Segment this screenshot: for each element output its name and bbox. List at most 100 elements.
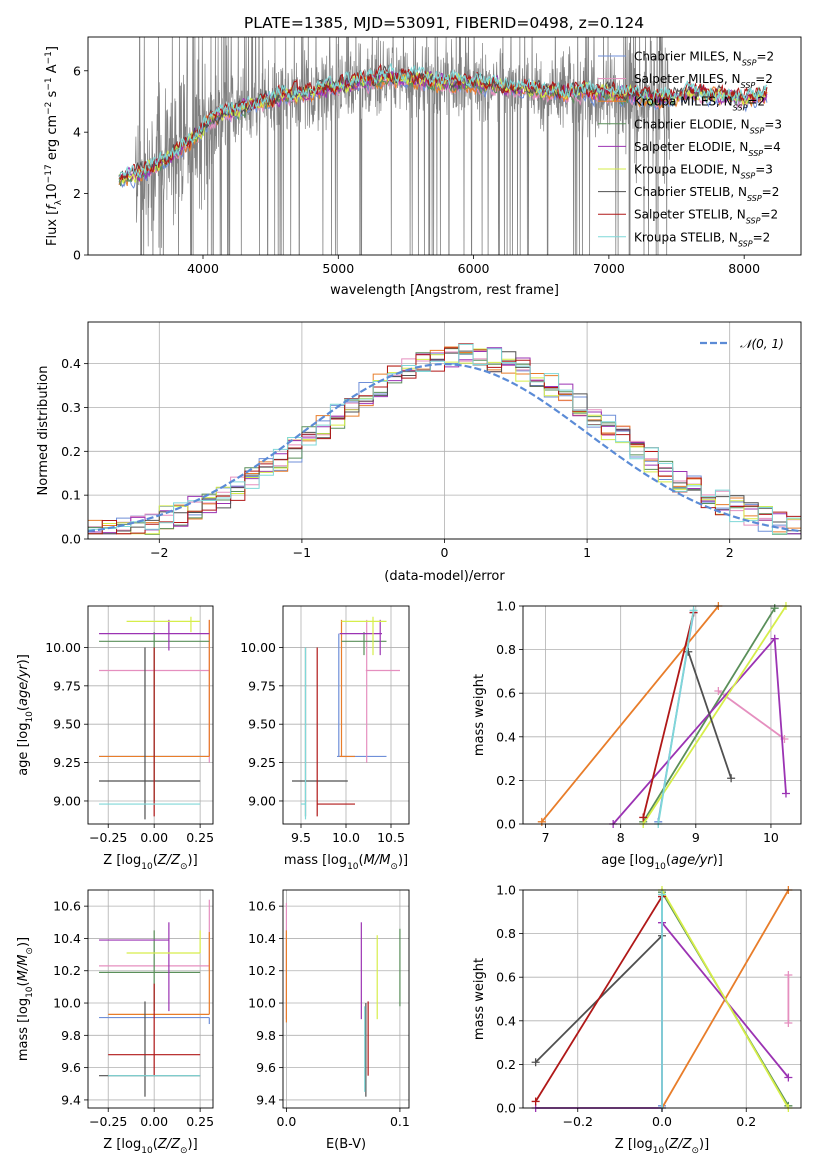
mass-vs-EBV-panel: 0.0 0.1 9.4 9.6 9.8 10.0 10.2 10.4 10.6 E(B-V) xyxy=(248,889,410,1152)
weight-line xyxy=(717,690,786,740)
legend-label: Kroupa MILES, NSSP=2 xyxy=(634,95,765,113)
age-vs-Z-plot-area xyxy=(99,616,210,820)
age-vs-mass-plot-area xyxy=(292,616,400,820)
y-tick-label: 10.0 xyxy=(248,996,276,1011)
mass-vs-Z-panel: −0.25 0.00 0.25 9.4 9.6 9.8 10.0 10.2 10.4 10.6 Z … xyxy=(16,889,214,1156)
x-axis-label: Z [log10(Z/Z⊙)] xyxy=(103,853,197,872)
axes-frame xyxy=(87,605,214,825)
weight-point-marker xyxy=(658,890,666,899)
legend-label: Salpeter STELIB, NSSP=2 xyxy=(634,208,778,226)
x-axis-label: age [log10(age/yr)] xyxy=(601,853,723,872)
mass-vs-Z-plot-area xyxy=(99,899,210,1097)
x-tick-label: −0.25 xyxy=(89,1114,127,1129)
weight-point-marker xyxy=(684,647,693,656)
x-axis-label: Z [log10(Z/Z⊙)] xyxy=(615,1137,709,1156)
y-tick-label: 9.00 xyxy=(53,793,81,808)
x-axis-label: E(B-V) xyxy=(326,1137,366,1152)
y-tick-label: 9.25 xyxy=(53,755,81,770)
y-tick-label: 0.3 xyxy=(61,400,81,415)
weight-point-marker xyxy=(531,1097,540,1106)
y-tick-label: 6 xyxy=(73,63,81,78)
y-tick-label: 0.2 xyxy=(496,1057,516,1072)
y-tick-label: 0.8 xyxy=(496,926,516,941)
y-tick-label: 10.6 xyxy=(248,899,276,914)
x-tick-label: 10.5 xyxy=(377,830,405,845)
age-vs-mass-panel: 9.5 10.0 10.5 9.00 9.25 9.50 9.75 10.00 mass [lo… xyxy=(240,605,410,872)
y-tick-label: 10.2 xyxy=(53,963,81,978)
y-tick-label: 0.4 xyxy=(61,356,81,371)
y-tick-label: 0 xyxy=(73,248,81,263)
y-tick-label: 9.8 xyxy=(256,1028,276,1043)
spectrum-panel: 4000 5000 6000 7000 8000 0 2 4 6 wavelength [Angs… xyxy=(44,36,802,298)
weight-point-marker xyxy=(689,606,698,615)
x-tick-label: 0.00 xyxy=(140,830,168,845)
weight-point-marker xyxy=(784,1018,793,1027)
mass-vs-EBV-plot-area xyxy=(285,902,401,1097)
y-tick-label: 0.6 xyxy=(496,686,516,701)
axes-frame xyxy=(87,36,802,256)
x-tick-label: −2 xyxy=(150,545,168,560)
x-tick-label: 8000 xyxy=(728,261,760,276)
weight-line xyxy=(642,612,695,818)
x-tick-label: 10.0 xyxy=(332,830,360,845)
x-tick-label: 0.25 xyxy=(186,830,214,845)
residuals-plot-area xyxy=(88,343,801,535)
x-axis-label: wavelength [Angstrom, rest frame] xyxy=(330,283,559,298)
age-vs-Z-panel: −0.25 0.00 0.25 9.00 9.25 9.50 9.75 10.00 Z [log… xyxy=(16,605,214,872)
weight-point-marker xyxy=(639,813,648,822)
y-tick-label: 4 xyxy=(73,125,81,140)
x-tick-label: 5000 xyxy=(322,261,354,276)
x-tick-label: 0.0 xyxy=(652,1114,672,1129)
observed-spectrum-line xyxy=(135,37,670,255)
y-axis-label: Flux [fλ10−17 erg cm−2 s−1 A−1] xyxy=(44,46,64,246)
x-tick-label: 4000 xyxy=(187,261,219,276)
y-tick-label: 9.50 xyxy=(248,717,276,732)
y-axis-label: mass weight xyxy=(472,674,487,756)
legend: Chabrier MILES, NSSP=2 Salpeter MILES, NS… xyxy=(598,50,782,248)
y-tick-label: 0.0 xyxy=(61,532,81,547)
weight-line xyxy=(642,605,787,825)
y-tick-label: 0.2 xyxy=(61,444,81,459)
y-tick-label: 9.6 xyxy=(61,1060,81,1075)
weight-vs-Z-panel: −0.2 0.0 0.2 0.0 0.2 0.4 0.6 0.8 1.0 Z [log10(Z/Z… xyxy=(472,883,802,1156)
weight-point-marker xyxy=(714,687,723,696)
x-tick-label: 0.00 xyxy=(140,1114,168,1129)
y-tick-label: 0.8 xyxy=(496,642,516,657)
x-tick-label: −1 xyxy=(293,545,311,560)
figure-title: PLATE=1385, MJD=53091, FIBERID=0498, z=0… xyxy=(244,14,644,32)
x-tick-label: 0.1 xyxy=(390,1114,410,1129)
weight-point-marker xyxy=(531,1058,540,1067)
y-axis-label: Normed distribution xyxy=(36,366,51,496)
y-tick-label: 9.4 xyxy=(61,1092,81,1107)
x-tick-label: 10 xyxy=(763,830,779,845)
x-tick-label: 1 xyxy=(583,545,591,560)
model-spectrum-line xyxy=(118,63,768,181)
y-tick-label: 9.6 xyxy=(256,1060,276,1075)
x-tick-label: 7 xyxy=(542,830,550,845)
y-tick-label: 1.0 xyxy=(496,883,516,898)
weight-point-marker xyxy=(781,789,790,798)
legend-label: 𝒩(0, 1) xyxy=(740,337,784,351)
legend-label: Salpeter MILES, NSSP=2 xyxy=(634,72,773,90)
legend-label: Chabrier STELIB, NSSP=2 xyxy=(634,185,779,203)
model-spectrum-line xyxy=(118,63,768,179)
x-tick-label: 0.25 xyxy=(186,1114,214,1129)
x-axis-label: Z [log10(Z/Z⊙)] xyxy=(103,1137,197,1156)
axes-frame xyxy=(522,605,802,825)
y-tick-label: 9.50 xyxy=(53,717,81,732)
weight-point-marker xyxy=(784,1073,793,1082)
axes-frame xyxy=(282,889,410,1109)
y-tick-label: 0.1 xyxy=(61,488,81,503)
y-tick-label: 0.4 xyxy=(496,729,516,744)
y-tick-label: 10.6 xyxy=(53,899,81,914)
y-axis-label: mass [log10(M/M⊙)] xyxy=(16,937,35,1061)
x-tick-label: 0.0 xyxy=(276,1114,296,1129)
spectrum-plot-area xyxy=(118,37,768,255)
residuals-panel: −2 −1 0 1 2 0.0 0.1 0.2 0.3 0.4 (data-model)/error… xyxy=(36,321,802,584)
normal-reference-curve xyxy=(88,362,801,533)
x-tick-label: −0.25 xyxy=(89,830,127,845)
legend-label: Kroupa ELODIE, NSSP=3 xyxy=(634,163,773,181)
x-tick-label: 7000 xyxy=(593,261,625,276)
x-tick-label: 6000 xyxy=(458,261,490,276)
y-tick-label: 1.0 xyxy=(496,599,516,614)
